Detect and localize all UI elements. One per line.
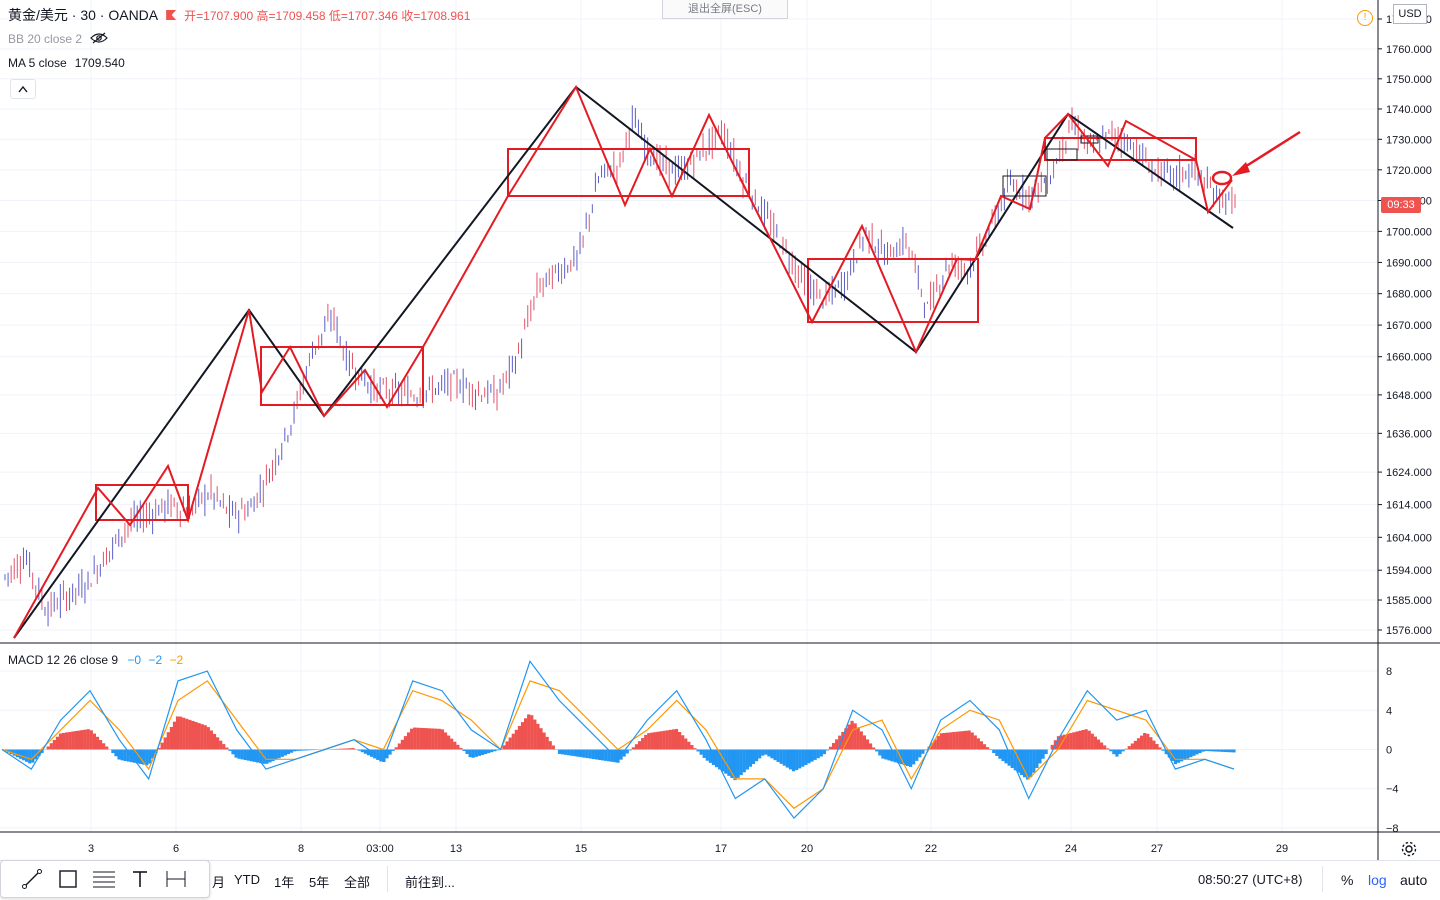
annotation-arrowhead [1232,162,1250,176]
bottom-toolbar [0,860,1440,900]
price-tick-label: 1614.000 [1386,500,1432,512]
percent-toggle[interactable]: % [1341,872,1354,888]
range-all[interactable]: 全部 [344,875,371,890]
rectangle-icon[interactable] [53,864,83,894]
time-tick-label: 24 [1065,843,1077,855]
ma-indicator-value: 1709.540 [74,56,125,70]
time-tick-label: 13 [450,843,462,855]
time-tick-label: 15 [575,843,587,855]
price-tick-label: 1660.000 [1386,352,1432,364]
warning-icon[interactable]: ! [1357,10,1373,26]
range-month[interactable]: 月 [212,875,226,890]
ma-indicator-label[interactable]: MA 5 close [8,56,67,70]
price-tick-label: 1720.000 [1386,165,1432,177]
time-tick-label: 29 [1276,843,1288,855]
symbol-title[interactable]: 黄金/美元 · 30 · OANDA [8,7,159,23]
macd-value-3: −2 [169,653,184,667]
measure-icon[interactable] [161,864,191,894]
price-tick-label: 1585.000 [1386,595,1432,607]
consolidation-box [95,484,189,521]
price-tick-label: 1648.000 [1386,390,1432,402]
price-tick-label: 1636.000 [1386,428,1432,440]
drawing-toolbar [0,860,210,898]
time-tick-label: 20 [801,843,813,855]
macd-tick-label: −8 [1386,823,1399,835]
price-tick-label: 1604.000 [1386,532,1432,544]
range-ytd[interactable]: YTD [234,872,260,887]
macd-tick-label: 8 [1386,666,1392,678]
fib-icon[interactable] [89,864,119,894]
macd-value-2: −2 [148,653,163,667]
price-tick-label: 1680.000 [1386,289,1432,301]
consolidation-box [507,148,750,197]
macd-legend: MACD 12 26 close 9 −0 −2 −2 [8,653,183,667]
auto-toggle[interactable]: auto [1400,872,1428,888]
price-tick-label: 1760.000 [1386,44,1432,56]
exit-fullscreen-button[interactable]: 退出全屏(ESC) [662,0,788,19]
macd-line [1,660,1235,820]
ohlc-values: 开=1707.900 高=1709.458 低=1707.346 收=1708.… [184,8,471,23]
price-tick-label: 1730.000 [1386,134,1432,146]
macd-tick-label: 0 [1386,745,1392,757]
price-tick-label: 1594.000 [1386,565,1432,577]
chart-legend: 黄金/美元 · 30 · OANDA 开=1707.900 高=1709.458… [8,6,470,72]
range-5y[interactable]: 5年 [309,875,330,890]
macd-value-1: −0 [127,653,142,667]
macd-tick-label: 4 [1386,705,1392,717]
price-tick-label: 1750.000 [1386,74,1432,86]
range-1y[interactable]: 1年 [274,875,295,890]
price-tick-label: 1700.000 [1386,226,1432,238]
time-tick-label: 8 [298,843,304,855]
settings-gear-icon[interactable] [1400,840,1418,863]
bb-indicator-label[interactable]: BB 20 close 2 [8,32,83,46]
trendline-icon[interactable] [17,864,47,894]
time-tick-label: 17 [715,843,727,855]
red-zigzag-line [13,84,1233,639]
price-tick-label: 1690.000 [1386,257,1432,269]
macd-tick-label: −4 [1386,784,1399,796]
macd-signal-line [1,680,1235,810]
price-tick-label: 1670.000 [1386,320,1432,332]
annotation-arrow [1239,130,1301,172]
consolidation-box [807,258,979,323]
consolidation-box [260,346,424,406]
price-tick-label: 1740.000 [1386,104,1432,116]
hidden-eye-icon[interactable] [90,32,108,47]
time-tick-label: 3 [88,843,94,855]
small-box [1002,175,1047,197]
currency-button[interactable]: USD [1393,4,1427,24]
log-toggle[interactable]: log [1368,872,1387,888]
collapse-legend-button[interactable] [10,79,36,99]
time-tick-label: 27 [1151,843,1163,855]
macd-label[interactable]: MACD 12 26 close 9 [8,653,119,667]
time-tick-label: 6 [173,843,179,855]
highlight-circle [1211,170,1233,186]
price-tick-label: 1624.000 [1386,467,1432,479]
current-price-tag: 09:33 [1381,197,1421,213]
time-tick-label: 03:00 [366,843,394,855]
price-tick-label: 1576.000 [1386,625,1432,637]
small-box [1046,148,1078,161]
goto-date-button[interactable]: 前往到... [405,875,455,890]
divider [1322,866,1323,892]
flag-icon[interactable] [166,10,177,20]
time-tick-label: 22 [925,843,937,855]
text-icon[interactable] [125,864,155,894]
clock-readout[interactable]: 08:50:27 (UTC+8) [1198,872,1303,887]
divider [387,866,388,892]
